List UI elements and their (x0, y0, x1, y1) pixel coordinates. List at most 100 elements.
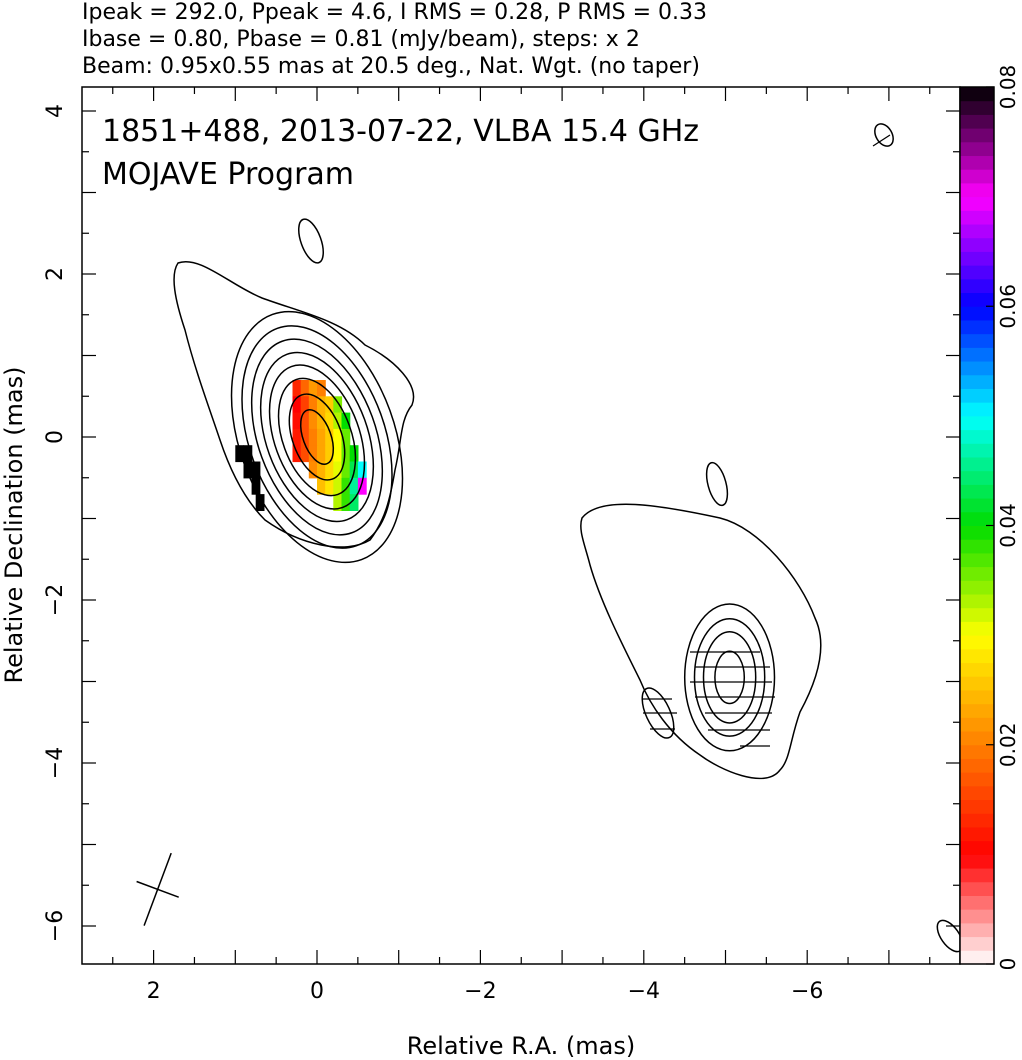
y-tick-label: 4 (43, 104, 68, 118)
colorbar-band (960, 456, 994, 472)
polarization-pixel (333, 412, 343, 430)
polarization-pixel (341, 445, 351, 463)
colorbar-band (960, 251, 994, 266)
x-tick-label: 2 (147, 979, 161, 1004)
colorbar-band (960, 182, 994, 198)
evpa-stick (872, 134, 891, 147)
polarization-pixel (251, 461, 261, 479)
polarization-pixel (308, 428, 318, 446)
polarization-pixel (325, 396, 334, 414)
polarization-pixel (243, 461, 253, 479)
colorbar-band (960, 895, 994, 910)
axis-ticks: 2 0 −2 −4 −6 4 2 0 −2 −4 −6 (43, 87, 960, 1004)
colorbar-band (960, 484, 994, 499)
polarization-pixel (341, 428, 351, 446)
polarization-pixel (341, 494, 351, 511)
polarization-pixel (308, 396, 318, 414)
polarization-pixel (341, 412, 351, 430)
polarization-pixel (292, 396, 302, 414)
colorbar: 0 0.02 0.04 0.06 0.08 (959, 65, 1020, 971)
polarization-pixel (333, 445, 343, 463)
polarization-pixel (317, 380, 326, 397)
core-contour (230, 310, 404, 564)
polarization-pixel (300, 396, 310, 414)
side-blob-contour (641, 687, 675, 739)
colorbar-band (960, 676, 994, 691)
colorbar-band (960, 333, 994, 348)
colorbar-band (960, 840, 994, 855)
header-line-3: Beam: 0.95x0.55 mas at 20.5 deg., Nat. W… (82, 54, 700, 79)
colorbar-band (960, 347, 994, 362)
y-tick-label: 2 (43, 267, 68, 281)
polarization-pixel (333, 428, 343, 446)
polarization-pixel (325, 445, 334, 463)
x-tick-label: −4 (628, 979, 660, 1004)
colorbar-band (960, 689, 994, 705)
colorbar-band (960, 799, 994, 814)
colorbar-band (960, 169, 994, 184)
polarization-pixel (325, 477, 334, 495)
beam-minor-axis (136, 880, 179, 898)
y-tick-label: −4 (43, 747, 68, 779)
colorbar-band (960, 936, 994, 951)
x-tick-label: −6 (791, 979, 823, 1004)
colorbar-band (960, 141, 994, 157)
polarization-pixel (357, 477, 367, 495)
colorbar-band (960, 566, 994, 581)
colorbar-band (960, 785, 994, 801)
polarization-pixel (317, 445, 326, 463)
colorbar-band (960, 621, 994, 636)
colorbar-band (960, 402, 994, 417)
colorbar-band (960, 909, 994, 924)
polarization-pixel (308, 380, 318, 397)
core-contour (268, 364, 366, 510)
y-axis-label: Relative Declination (mas) (0, 366, 28, 683)
jet-outer-contour (580, 503, 822, 780)
colorbar-tick-label: 0 (996, 958, 1020, 971)
colorbar-band (960, 772, 994, 787)
polarization-pixel (349, 477, 359, 495)
polarization-pixel (251, 477, 261, 495)
polarization-pixel (308, 412, 318, 430)
polarization-pixel (349, 445, 359, 463)
polarization-pixel (300, 380, 310, 397)
colorbar-band (960, 388, 994, 403)
polarization-pixel (300, 445, 310, 463)
corner-blob-contour (874, 123, 894, 147)
y-tick-label: 0 (43, 430, 68, 444)
colorbar-tick-label: 0.04 (996, 503, 1020, 548)
x-tick-label: 0 (310, 979, 324, 1004)
polarization-pixel (308, 461, 318, 479)
colorbar-band (960, 443, 994, 458)
colorbar-band (960, 319, 994, 335)
colorbar-band (960, 224, 994, 239)
colorbar-band (960, 826, 994, 842)
colorbar-band (960, 594, 994, 609)
polarization-pixel (333, 396, 343, 414)
colorbar-band (960, 635, 994, 650)
colorbar-band (960, 950, 994, 965)
polarization-pixel (292, 380, 302, 397)
colorbar-band (960, 155, 994, 170)
program-annotation: MOJAVE Program (102, 157, 354, 192)
colorbar-band (960, 361, 994, 376)
polarization-pixel (349, 494, 359, 511)
polarization-pixel (317, 412, 326, 430)
plot-frame (81, 86, 961, 965)
polarization-pixel (333, 461, 343, 479)
polarization-pixel (333, 494, 343, 511)
header-line-2: Ibase = 0.80, Pbase = 0.81 (mJy/beam), s… (82, 27, 640, 52)
polarization-pixel (300, 412, 310, 430)
core-contour (250, 338, 384, 536)
contour-layer (136, 123, 964, 953)
colorbar-band (960, 648, 994, 664)
small-blob-contour (705, 461, 729, 507)
colorbar-band (960, 265, 994, 280)
x-axis-label: Relative R.A. (mas) (407, 1032, 635, 1060)
polarization-pixel (308, 445, 318, 463)
core-contour (299, 409, 335, 465)
colorbar-band (960, 607, 994, 622)
colorbar-band (960, 758, 994, 773)
colorbar-band (960, 210, 994, 225)
colorbar-band (960, 717, 994, 732)
